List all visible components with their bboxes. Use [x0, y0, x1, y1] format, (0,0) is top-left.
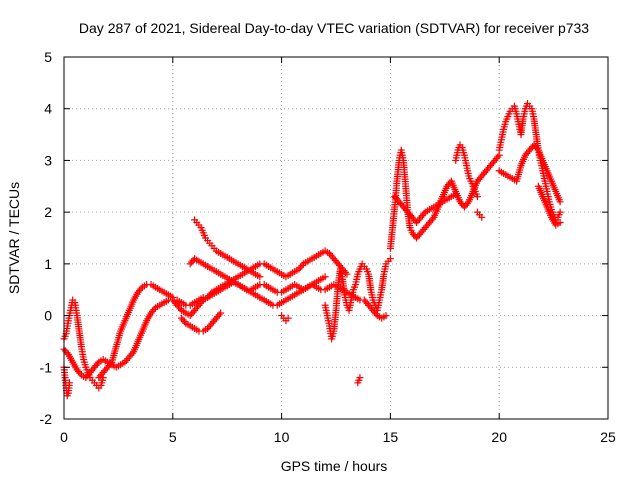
data-point — [420, 210, 428, 218]
y-axis-label: SDTVAR / TECUs — [6, 182, 22, 294]
data-point — [106, 360, 114, 368]
series-track-i — [278, 312, 292, 325]
x-tick-label: 10 — [274, 429, 290, 445]
data-points — [60, 100, 564, 400]
data-point — [128, 349, 136, 357]
y-tick-label: 2 — [44, 204, 52, 220]
chart-title: Day 287 of 2021, Sidereal Day-to-day VTE… — [79, 20, 589, 36]
series-track-n — [452, 141, 481, 201]
data-point — [93, 360, 101, 368]
x-tick-label: 25 — [600, 429, 616, 445]
data-point — [298, 262, 306, 270]
y-tick-label: 5 — [44, 49, 52, 65]
x-tick-label: 15 — [383, 429, 399, 445]
plot-frame — [63, 56, 609, 420]
data-point — [478, 213, 486, 221]
data-point — [341, 268, 349, 276]
series-track-r — [534, 182, 564, 229]
data-point — [386, 255, 394, 263]
data-point — [217, 309, 225, 317]
y-tick-label: 1 — [44, 256, 52, 272]
x-tick-label: 20 — [491, 429, 507, 445]
data-point — [256, 273, 264, 281]
data-point — [284, 314, 292, 322]
series-track-f — [186, 255, 329, 309]
series-track-g — [191, 216, 264, 281]
y-tick-label: -1 — [40, 359, 53, 375]
y-tick-label: 3 — [44, 152, 52, 168]
data-point — [76, 369, 84, 377]
axis-ticks: 0 5 10 15 20 25 -2 -1 0 1 2 3 4 5 — [40, 49, 616, 445]
series-track-d — [95, 281, 177, 382]
data-point — [556, 218, 564, 226]
series-track-q — [495, 141, 564, 206]
data-point — [356, 374, 364, 382]
data-point — [65, 379, 73, 387]
data-point — [372, 310, 380, 318]
series-track-c — [60, 247, 351, 382]
data-point — [150, 306, 158, 314]
series-track-k — [354, 374, 364, 387]
data-point — [180, 318, 188, 326]
y-tick-label: 0 — [44, 308, 52, 324]
series-track-l — [386, 146, 503, 252]
data-point — [176, 305, 184, 313]
series-track-o — [473, 208, 486, 221]
y-tick-label: -2 — [40, 411, 53, 427]
series-track-j — [321, 255, 394, 343]
x-tick-label: 0 — [60, 429, 68, 445]
data-point — [428, 215, 436, 223]
data-point — [137, 285, 145, 293]
data-point — [494, 153, 502, 161]
data-point — [463, 200, 471, 208]
data-point — [452, 190, 460, 198]
data-point — [556, 198, 564, 206]
series-track-m — [391, 190, 460, 226]
data-point — [63, 349, 71, 357]
data-point — [533, 144, 541, 152]
x-tick-label: 5 — [169, 429, 177, 445]
data-point — [215, 311, 223, 319]
data-point — [473, 193, 481, 201]
data-point — [556, 208, 564, 216]
y-tick-label: 4 — [44, 101, 52, 117]
data-point — [321, 273, 329, 281]
x-axis-label: GPS time / hours — [281, 458, 388, 474]
data-point — [382, 312, 390, 320]
series-track-h — [178, 309, 225, 335]
